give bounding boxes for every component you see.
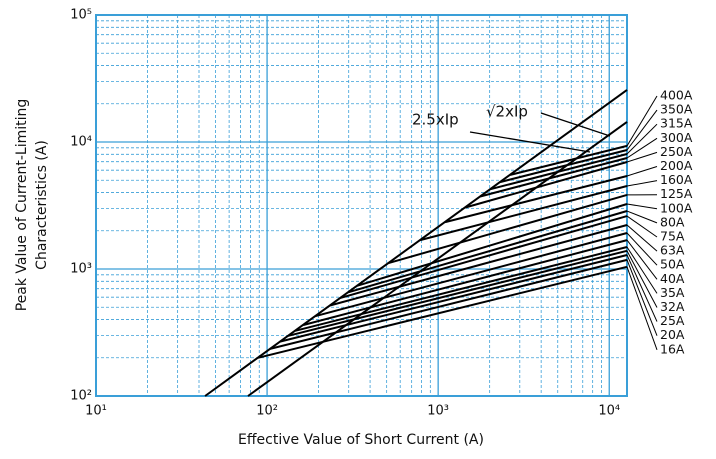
- series-line: [356, 203, 628, 287]
- label-leader: [626, 203, 658, 210]
- series-line: [257, 265, 628, 359]
- series-line: [294, 246, 628, 332]
- fuse-label: 250A: [660, 144, 693, 159]
- series-line: [269, 258, 628, 350]
- series-line: [204, 89, 628, 397]
- fuse-label: 25A: [660, 313, 685, 328]
- series-line: [489, 153, 628, 191]
- label-leader: [626, 137, 658, 159]
- fuse-label: 35A: [660, 285, 685, 300]
- fuse-label: 400A: [660, 88, 693, 103]
- fuse-label: 300A: [660, 130, 693, 145]
- fuse-label: 32A: [660, 299, 685, 314]
- series-line: [314, 232, 628, 318]
- label-leader: [626, 239, 658, 280]
- series-line: [329, 224, 628, 307]
- label-leader: [626, 123, 658, 155]
- x-tick-label: 10¹: [85, 404, 107, 419]
- fuse-label: 16A: [660, 341, 685, 356]
- fuse-label: 100A: [660, 200, 693, 215]
- line-label: 2.5xIp: [412, 111, 459, 129]
- x-tick-label: 10⁴: [598, 404, 620, 419]
- fuse-label: 75A: [660, 229, 685, 244]
- series-line: [465, 161, 628, 209]
- x-axis-title: Effective Value of Short Current (A): [238, 432, 484, 448]
- fuse-label: 50A: [660, 257, 685, 272]
- y-tick-label: 10⁴: [70, 135, 92, 150]
- y-axis-title: Peak Value of Current-Limiting: [14, 99, 30, 312]
- series-line: [510, 144, 628, 176]
- label-leader: [626, 232, 658, 266]
- fuse-label: 40A: [660, 271, 685, 286]
- series-line: [444, 175, 628, 224]
- label-leader: [626, 266, 658, 350]
- label-leader: [626, 254, 658, 322]
- label-leader: [626, 246, 658, 294]
- label-leader: [626, 95, 658, 147]
- fuse-label: 350A: [660, 102, 693, 117]
- label-leader: [626, 250, 658, 308]
- fuse-label: 63A: [660, 243, 685, 258]
- series-line: [347, 210, 628, 294]
- series-line: [247, 121, 628, 397]
- x-tick-label: 10²: [256, 404, 278, 419]
- line-label: √2xIp: [486, 103, 528, 121]
- series-line: [303, 239, 628, 326]
- series-line: [499, 149, 628, 184]
- x-tick-label: 10³: [427, 404, 449, 419]
- series-line: [279, 254, 628, 343]
- series-line: [479, 157, 628, 198]
- series-line: [288, 249, 628, 337]
- fuse-label: 200A: [660, 158, 693, 173]
- fuse-label: 80A: [660, 214, 685, 229]
- label-leader: [626, 180, 658, 187]
- y-tick-label: 10⁵: [70, 8, 92, 23]
- series-line: [419, 185, 628, 242]
- series-line: [387, 193, 628, 265]
- label-leader: [626, 109, 658, 151]
- label-leader: [626, 210, 658, 224]
- series-line: [339, 215, 628, 300]
- label-leader: [626, 166, 658, 177]
- annotation-leader: [540, 112, 611, 137]
- annotation-leader: [469, 131, 591, 153]
- fuse-label: 20A: [660, 327, 685, 342]
- label-leader: [626, 224, 658, 252]
- label-leader: [626, 259, 658, 336]
- y-tick-label: 10³: [70, 262, 92, 277]
- plot-frame: [95, 14, 628, 397]
- fuse-label: 160A: [660, 172, 693, 187]
- fuse-label: 125A: [660, 186, 693, 201]
- fuse-label: 315A: [660, 116, 693, 131]
- y-axis-title: Characteristics (A): [34, 140, 50, 270]
- y-tick-label: 10²: [70, 389, 92, 404]
- label-leader: [626, 215, 658, 238]
- label-leader: [626, 151, 658, 163]
